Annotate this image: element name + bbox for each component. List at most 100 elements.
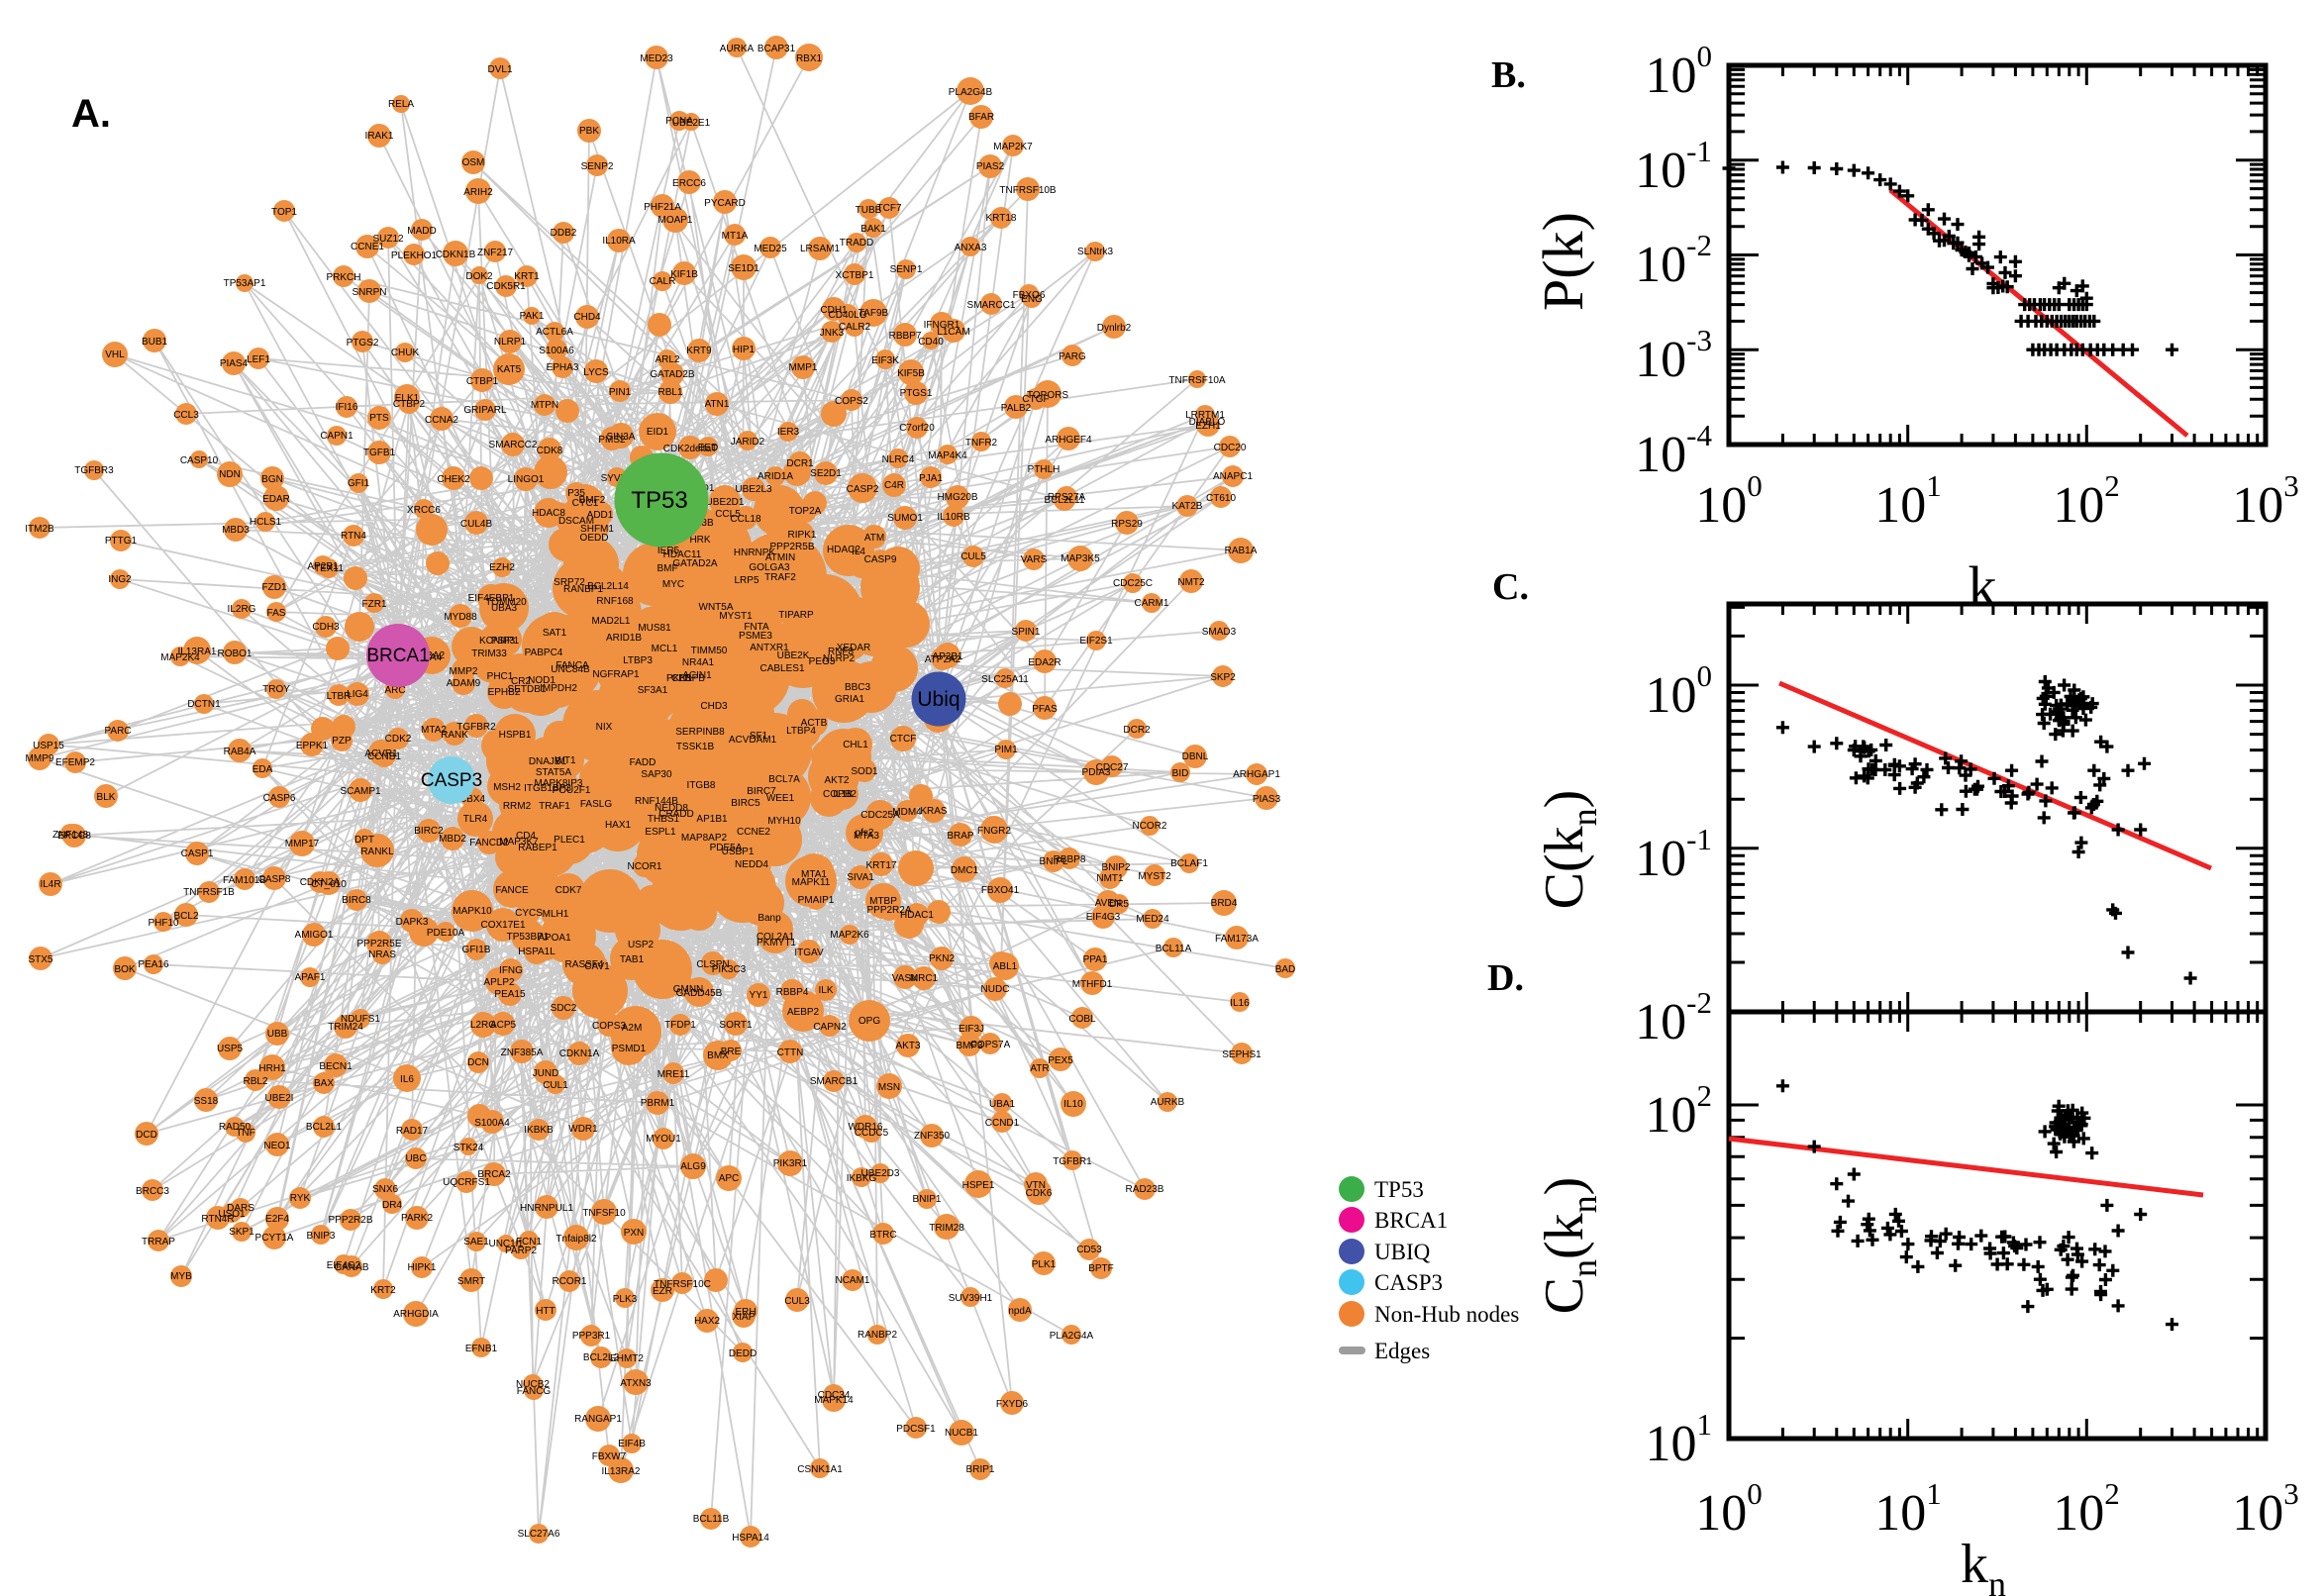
svg-text:CLSPN: CLSPN <box>696 959 729 970</box>
svg-text:RBBP4: RBBP4 <box>776 987 809 998</box>
svg-text:ABL1: ABL1 <box>993 961 1018 972</box>
svg-text:SIVA1: SIVA1 <box>847 872 874 883</box>
svg-text:PHC1: PHC1 <box>487 671 514 682</box>
svg-text:102: 102 <box>1646 1078 1713 1144</box>
svg-text:HTT: HTT <box>536 1306 555 1317</box>
svg-text:CDK2: CDK2 <box>385 734 412 745</box>
svg-text:CALR2: CALR2 <box>839 322 871 333</box>
svg-text:SE2D1: SE2D1 <box>810 468 842 479</box>
svg-text:SYVN1: SYVN1 <box>601 473 634 484</box>
svg-text:CYC1: CYC1 <box>572 498 599 509</box>
svg-text:TEX11: TEX11 <box>314 563 344 574</box>
svg-text:PARC: PARC <box>104 726 131 737</box>
svg-text:AMIGO1: AMIGO1 <box>295 930 334 941</box>
svg-text:Edges: Edges <box>1374 1339 1430 1363</box>
svg-text:OEDD: OEDD <box>580 533 609 544</box>
svg-text:TUBB: TUBB <box>856 205 882 216</box>
svg-text:ESPL1: ESPL1 <box>645 827 676 838</box>
svg-text:DDB2: DDB2 <box>551 228 577 239</box>
svg-text:MMP17: MMP17 <box>285 839 320 849</box>
svg-text:PHF21A: PHF21A <box>644 202 681 213</box>
svg-text:FANCG: FANCG <box>517 1386 552 1397</box>
svg-text:FAS: FAS <box>267 608 286 619</box>
svg-text:TIPARP: TIPARP <box>778 610 814 621</box>
svg-text:CASP3: CASP3 <box>1374 1270 1443 1295</box>
svg-text:COX17E1: COX17E1 <box>480 920 525 931</box>
svg-text:LEF1: LEF1 <box>247 354 270 365</box>
svg-text:BMP3: BMP3 <box>956 1041 983 1051</box>
svg-text:ARC: ARC <box>384 685 405 696</box>
svg-text:MYB: MYB <box>170 1271 192 1282</box>
svg-text:MRE11: MRE11 <box>657 1069 690 1080</box>
svg-text:RIPK1: RIPK1 <box>788 530 817 541</box>
svg-text:TRIM33: TRIM33 <box>471 648 507 659</box>
svg-text:BCL11B: BCL11B <box>693 1514 730 1525</box>
svg-text:CCNB1: CCNB1 <box>367 751 401 762</box>
svg-text:CAPN1: CAPN1 <box>320 431 354 442</box>
svg-text:PPP2R5E: PPP2R5E <box>356 939 401 949</box>
svg-text:APLP2: APLP2 <box>483 977 515 988</box>
svg-text:ACP5: ACP5 <box>490 1020 517 1031</box>
svg-text:CHEK2: CHEK2 <box>437 474 470 485</box>
svg-text:PEG3: PEG3 <box>809 656 836 667</box>
svg-text:SORT1: SORT1 <box>719 1020 753 1031</box>
svg-text:NCOR1: NCOR1 <box>627 861 661 872</box>
svg-text:MAP2K6: MAP2K6 <box>830 930 869 941</box>
svg-text:ZNF385A: ZNF385A <box>501 1047 544 1058</box>
svg-text:BRCA1: BRCA1 <box>366 646 429 666</box>
svg-text:BID: BID <box>1172 768 1189 779</box>
svg-text:OSM: OSM <box>462 157 485 168</box>
svg-text:MAP3K5: MAP3K5 <box>1060 553 1100 564</box>
svg-text:CDK8: CDK8 <box>537 446 563 456</box>
svg-text:CASP1: CASP1 <box>181 848 214 859</box>
svg-text:ZNF148: ZNF148 <box>52 830 89 841</box>
svg-text:UBE2L3: UBE2L3 <box>735 484 772 495</box>
svg-text:E2F4: E2F4 <box>265 1214 289 1225</box>
svg-text:BRIP1: BRIP1 <box>966 1464 995 1475</box>
svg-text:ING2: ING2 <box>108 574 132 585</box>
svg-text:KAT2B: KAT2B <box>1172 501 1203 512</box>
svg-text:BRCA1: BRCA1 <box>1374 1208 1448 1233</box>
svg-text:PBK: PBK <box>579 126 599 137</box>
svg-text:LTBP4: LTBP4 <box>786 726 816 737</box>
svg-text:TGFB1: TGFB1 <box>363 448 396 458</box>
svg-text:UBIQ: UBIQ <box>1374 1240 1431 1264</box>
svg-text:LRP5: LRP5 <box>734 575 758 586</box>
svg-text:HIPK1: HIPK1 <box>408 1262 437 1273</box>
svg-text:EZR: EZR <box>653 1286 672 1297</box>
svg-text:ACTB: ACTB <box>801 718 828 729</box>
svg-text:RNF144B: RNF144B <box>635 796 678 807</box>
svg-text:CRADD: CRADD <box>658 809 694 820</box>
svg-text:VTN: VTN <box>1026 1180 1046 1191</box>
svg-text:ACVDAM1: ACVDAM1 <box>729 735 777 746</box>
svg-text:CDC27: CDC27 <box>1096 762 1129 773</box>
svg-text:MAD2L1: MAD2L1 <box>592 616 631 627</box>
svg-text:C.: C. <box>1492 566 1529 608</box>
svg-text:AP3B1: AP3B1 <box>932 651 963 662</box>
svg-text:TP53: TP53 <box>1374 1177 1424 1202</box>
svg-text:JARID2: JARID2 <box>731 437 765 448</box>
svg-text:UBA2: UBA2 <box>419 650 446 661</box>
svg-text:MAP4K4: MAP4K4 <box>928 450 967 461</box>
svg-text:TRRAP: TRRAP <box>142 1237 175 1247</box>
svg-text:HAX2: HAX2 <box>694 1316 721 1327</box>
svg-text:NUCB2: NUCB2 <box>516 1379 550 1390</box>
svg-text:TRIM28: TRIM28 <box>929 1223 964 1234</box>
svg-text:CT610: CT610 <box>1206 493 1236 504</box>
svg-text:BAD: BAD <box>1275 964 1296 975</box>
svg-text:CDK6: CDK6 <box>1026 1188 1053 1199</box>
svg-text:EDA: EDA <box>252 764 273 775</box>
svg-text:SS18: SS18 <box>194 1096 219 1107</box>
svg-text:FANCD2: FANCD2 <box>469 838 509 848</box>
svg-text:NCAM1: NCAM1 <box>835 1275 869 1286</box>
svg-text:UNC84B: UNC84B <box>551 664 590 675</box>
svg-text:MTHFD1: MTHFD1 <box>1072 979 1113 990</box>
svg-text:TP53AP1: TP53AP1 <box>224 278 266 289</box>
svg-text:NCOR2: NCOR2 <box>1132 821 1166 832</box>
svg-text:CSNK1A1: CSNK1A1 <box>797 1464 843 1475</box>
svg-text:PTHLH: PTHLH <box>1028 464 1060 475</box>
svg-text:KRT2: KRT2 <box>370 1285 396 1296</box>
svg-text:MBD3: MBD3 <box>222 525 250 536</box>
svg-text:MED24: MED24 <box>1136 914 1169 925</box>
svg-text:CUL1: CUL1 <box>543 1080 568 1091</box>
